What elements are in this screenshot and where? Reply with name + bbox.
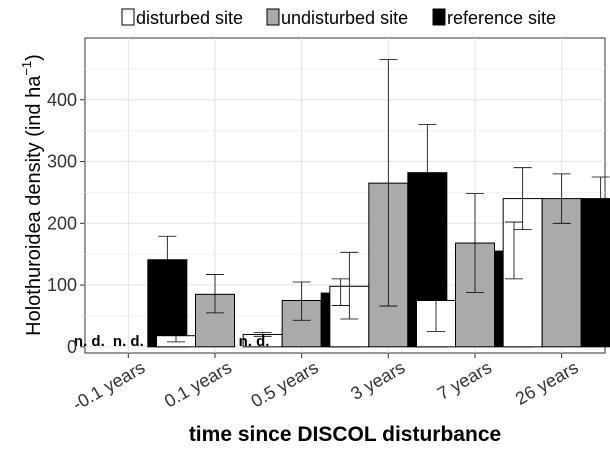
x-tick-label: 7 years [434, 357, 495, 404]
nd-label: n. d. [113, 333, 144, 350]
legend-item-disturbed: disturbed site [122, 8, 243, 28]
bar [581, 199, 610, 347]
y-tick-label: 400 [47, 90, 77, 110]
legend-swatch-disturbed [122, 9, 134, 25]
legend-label-reference: reference site [447, 8, 556, 28]
legend: disturbed site undisturbed site referenc… [122, 8, 556, 28]
x-tick-label: 3 years [347, 357, 408, 404]
y-axis-title-close: ) [23, 54, 45, 61]
y-axis-ticks: 0 100 200 300 400 [47, 90, 85, 357]
y-axis-title-superscript: −1 [19, 61, 34, 76]
nd-label: n. d. [239, 333, 270, 350]
legend-label-undisturbed: undisturbed site [281, 8, 408, 28]
legend-item-reference: reference site [433, 8, 556, 28]
x-tick-label: 0.5 years [248, 357, 322, 411]
legend-swatch-reference [433, 9, 445, 25]
y-tick-label: 100 [47, 275, 77, 295]
y-axis-title-main: Holothuroidea density (ind ha [23, 75, 45, 336]
x-axis-ticks: -0.1 years 0.1 years 0.5 years 3 years 7 yea… [69, 353, 582, 414]
x-tick-label: -0.1 years [69, 357, 148, 414]
legend-item-undisturbed: undisturbed site [267, 8, 408, 28]
x-axis-title: time since DISCOL disturbance [189, 423, 501, 446]
x-tick-label: 0.1 years [161, 357, 235, 411]
legend-swatch-undisturbed [267, 9, 279, 25]
legend-label-disturbed: disturbed site [136, 8, 243, 28]
y-tick-label: 0 [67, 337, 77, 357]
y-axis-title: Holothuroidea density (ind ha−1) [19, 54, 45, 336]
y-tick-label: 200 [47, 213, 77, 233]
nd-label: n. d. [74, 333, 105, 350]
x-tick-label: 26 years [512, 357, 582, 409]
y-tick-label: 300 [47, 152, 77, 172]
